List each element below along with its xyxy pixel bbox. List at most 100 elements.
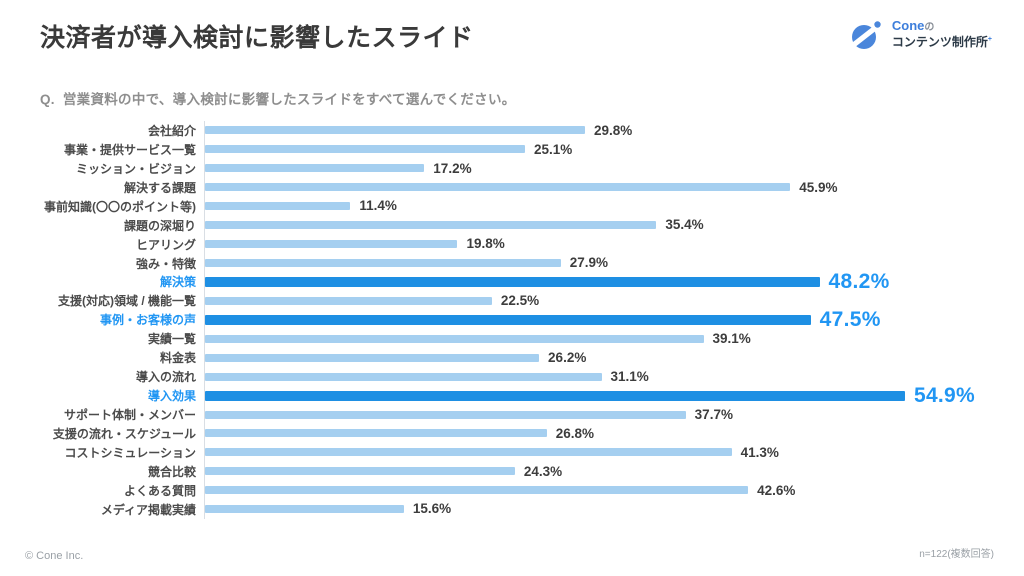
bar-value: 15.6% (412, 501, 452, 517)
bar-value: 31.1% (610, 368, 649, 384)
bar-label: サポート体制・メンバー (63, 408, 196, 423)
bar-label: メディア掲載実績 (100, 502, 196, 517)
bar-value: 48.2% (828, 270, 890, 294)
bar-value: 26.2% (548, 349, 587, 365)
bar-label: コストシミュレーション (64, 445, 196, 460)
bar-label: 会社紹介 (147, 123, 196, 138)
survey-question: Q. 営業資料の中で、導入検討に影響したスライドをすべて選んでください。 (40, 88, 516, 108)
bar (205, 467, 515, 476)
logo-brand: Coneの (891, 18, 935, 34)
chart-row: 会社紹介 29.8% (40, 121, 970, 140)
chart-row: 事業・提供サービス一覧 25.1% (40, 139, 970, 159)
bar-label: 課題の深堀り (123, 218, 196, 233)
chart-row: 導入の流れ 31.1% (40, 367, 970, 387)
bar-track: 31.1% (204, 367, 970, 387)
bar-value: 19.8% (466, 236, 505, 252)
bar (205, 183, 791, 192)
chart-row: 支援の流れ・スケジュール 26.8% (40, 424, 970, 443)
bar-track: 41.3% (204, 442, 970, 462)
brand-logo: Coneの コンテンツ制作所+ (848, 16, 992, 52)
bar (205, 202, 351, 211)
bar-track: 25.1% (204, 139, 970, 159)
chart-row: 課題の深堀り 35.4% (40, 215, 970, 235)
bar-value: 26.8% (555, 425, 594, 441)
chart-row: サポート体制・メンバー 37.7% (40, 405, 970, 424)
bar-track: 17.2% (204, 158, 970, 178)
bar (205, 276, 820, 287)
question-prefix: Q. (40, 92, 55, 107)
bar (205, 221, 657, 230)
chart-row: 導入効果 54.9% (40, 385, 975, 406)
bar (205, 410, 686, 419)
bar-value: 47.5% (819, 308, 881, 332)
bar (205, 126, 585, 135)
bar-value: 41.3% (740, 444, 779, 460)
bar-label: 事業・提供サービス一覧 (63, 142, 196, 157)
bar (205, 353, 540, 362)
bar-value: 35.4% (665, 217, 704, 233)
bar-label: 実績一覧 (147, 332, 196, 347)
bar-label: 解決策 (159, 275, 196, 290)
bar-track: 27.9% (204, 253, 970, 273)
bar-chart: 会社紹介 29.8% 事業・提供サービス一覧 25.1% ミッション・ビジョン 17.2%… (40, 121, 975, 519)
chart-row: ミッション・ビジョン 17.2% (40, 158, 970, 178)
bar-label: 料金表 (159, 351, 196, 366)
chart-row: よくある質問 42.6% (40, 480, 970, 500)
bar-track: 11.4% (204, 196, 970, 216)
chart-row: ヒアリング 19.8% (40, 234, 970, 254)
bar-track: 19.8% (204, 234, 970, 254)
bar-track: 45.9% (204, 177, 970, 197)
bar-label: ヒアリング (135, 237, 196, 252)
bar (205, 486, 749, 495)
bar-track: 35.4% (204, 215, 970, 235)
bar (205, 164, 425, 173)
bar-track: 22.5% (204, 291, 970, 311)
chart-row: 競合比較 24.3% (40, 461, 970, 481)
sample-size-note: n=122(複数回答) (919, 549, 994, 560)
bar-value: 29.8% (593, 122, 633, 138)
bar-label: 事例・お客様の声 (99, 313, 196, 328)
bar (205, 296, 492, 305)
chart-row: 解決策 48.2% (40, 270, 970, 294)
logo-mark-symbol: + (987, 35, 992, 43)
bar-value: 42.6% (757, 482, 796, 498)
bar-label: 解決する課題 (123, 180, 196, 195)
chart-row: メディア掲載実績 15.6% (40, 499, 970, 519)
bar (205, 314, 811, 325)
chart-row: コストシミュレーション 41.3% (40, 442, 970, 462)
bar-track: 48.2% (204, 270, 970, 294)
bar (205, 334, 704, 343)
chart-row: 解決する課題 45.9% (40, 177, 970, 197)
bar-label: 事前知識(〇〇のポイント等) (44, 199, 196, 214)
bar (205, 372, 602, 381)
bar-label: 支援(対応)領域 / 機能一覧 (58, 294, 196, 309)
cone-logo-icon (848, 21, 881, 51)
bar-label: ミッション・ビジョン (75, 161, 196, 176)
bar-label: 競合比較 (147, 464, 196, 479)
page-title: 決済者が導入検討に影響したスライド (40, 24, 474, 52)
chart-row: 事例・お客様の声 47.5% (40, 308, 970, 332)
bar-track: 47.5% (204, 308, 970, 332)
bar-label: 導入の流れ (135, 370, 196, 385)
bar-value: 22.5% (500, 293, 540, 309)
bar (205, 505, 404, 514)
copyright: © Cone Inc. (25, 550, 84, 562)
logo-subtitle: コンテンツ制作所+ (891, 34, 992, 49)
bar-value: 11.4% (359, 198, 397, 214)
chart-row: 料金表 26.2% (40, 348, 970, 368)
chart-row: 実績一覧 39.1% (40, 329, 970, 349)
bar (205, 448, 732, 457)
bar (205, 145, 526, 154)
bar-value: 17.2% (433, 160, 472, 176)
bar-track: 15.6% (204, 499, 970, 519)
bar-value: 27.9% (569, 255, 608, 271)
chart-row: 強み・特徴 27.9% (40, 253, 970, 273)
bar-value: 24.3% (523, 463, 563, 479)
chart-row: 支援(対応)領域 / 機能一覧 22.5% (40, 291, 970, 311)
bar-value: 45.9% (799, 179, 838, 195)
bar-value: 39.1% (712, 331, 751, 347)
bar-label: 支援の流れ・スケジュール (52, 426, 196, 441)
bar-track: 37.7% (204, 405, 970, 424)
bar-label: よくある質問 (123, 483, 196, 498)
